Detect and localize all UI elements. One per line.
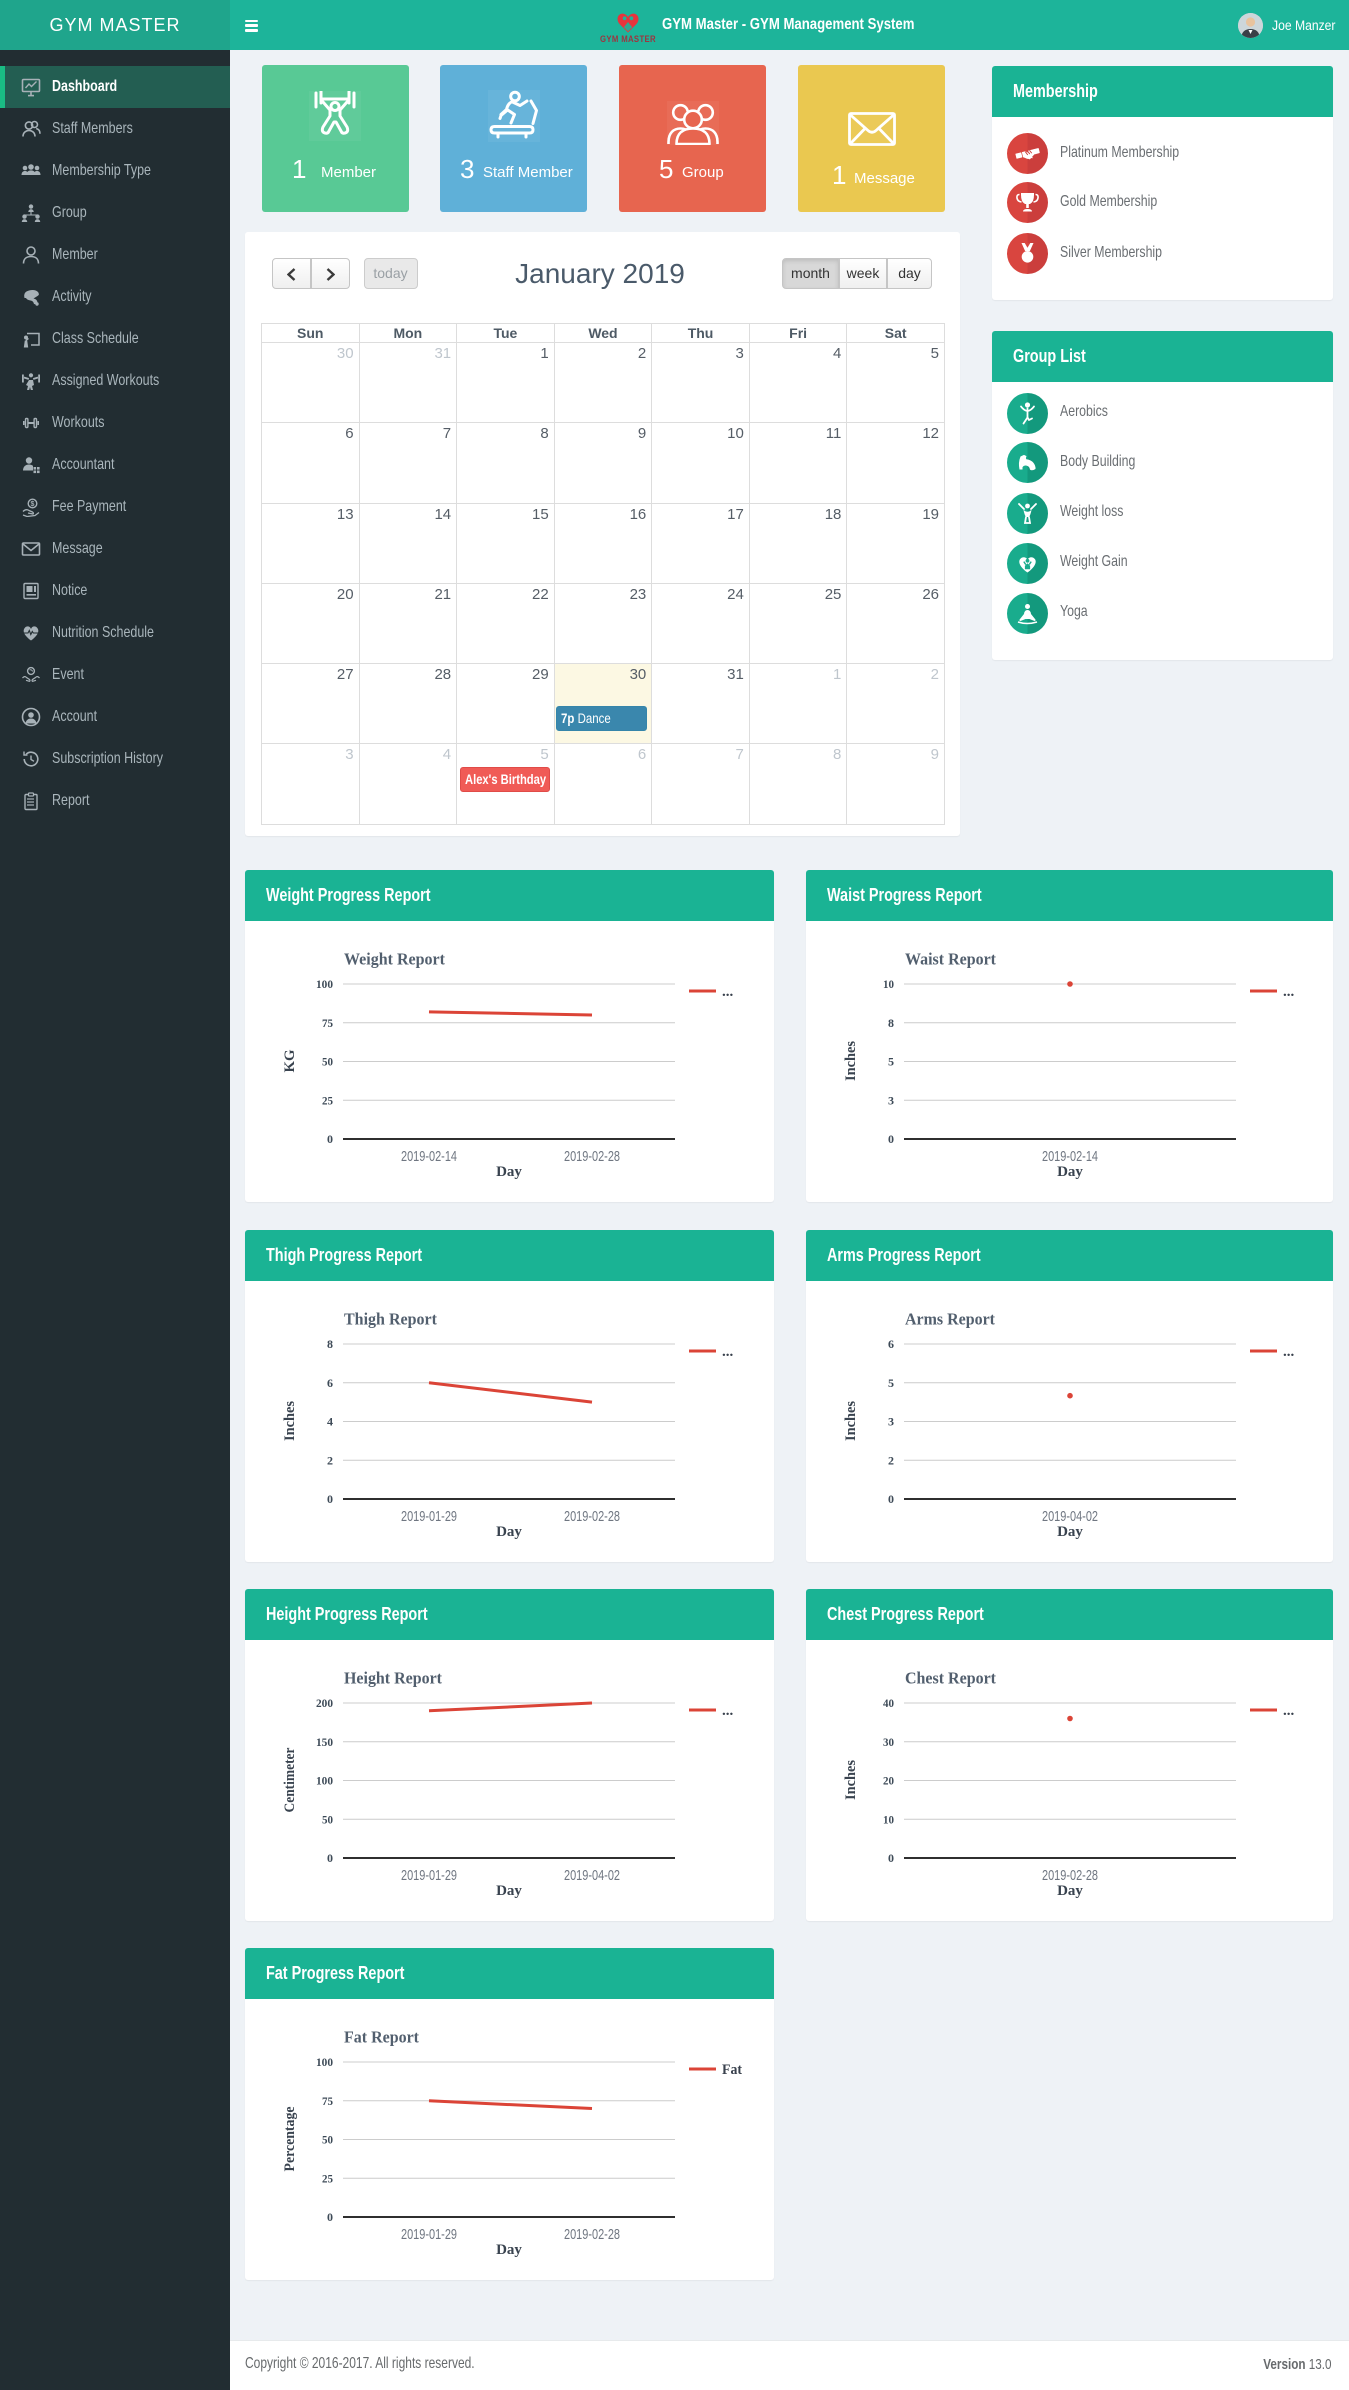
svg-text:100: 100 <box>316 977 333 991</box>
svg-text:100: 100 <box>316 1774 333 1788</box>
svg-text:Day: Day <box>496 1883 522 1899</box>
svg-text:Centimeter: Centimeter <box>282 1747 298 1812</box>
svg-text:100: 100 <box>316 2055 333 2069</box>
svg-text:3: 3 <box>888 1415 894 1429</box>
svg-text:75: 75 <box>322 2094 333 2108</box>
svg-text:0: 0 <box>327 1851 333 1865</box>
svg-text:0: 0 <box>327 1132 333 1146</box>
svg-text:2019-04-02: 2019-04-02 <box>564 1867 620 1884</box>
svg-text:...: ... <box>1283 1344 1295 1360</box>
svg-text:0: 0 <box>888 1132 894 1146</box>
svg-text:Thigh Report: Thigh Report <box>344 1310 437 1329</box>
svg-text:8: 8 <box>888 1016 894 1030</box>
svg-text:Arms Report: Arms Report <box>905 1310 995 1329</box>
svg-text:Inches: Inches <box>843 1041 859 1081</box>
svg-text:2019-02-28: 2019-02-28 <box>564 1148 620 1165</box>
svg-text:...: ... <box>1283 984 1295 1000</box>
svg-text:10: 10 <box>883 977 894 991</box>
svg-text:Day: Day <box>1057 1164 1083 1180</box>
svg-text:8: 8 <box>327 1337 333 1351</box>
svg-text:2019-04-02: 2019-04-02 <box>1042 1508 1098 1525</box>
svg-text:2: 2 <box>327 1453 333 1467</box>
svg-text:Inches: Inches <box>843 1760 859 1800</box>
svg-text:50: 50 <box>322 2133 333 2147</box>
svg-text:2019-02-28: 2019-02-28 <box>564 1508 620 1525</box>
svg-text:Weight Report: Weight Report <box>344 950 445 969</box>
svg-text:Day: Day <box>1057 1883 1083 1899</box>
svg-text:30: 30 <box>883 1735 894 1749</box>
svg-text:10: 10 <box>883 1812 894 1826</box>
svg-text:2019-01-29: 2019-01-29 <box>401 1867 457 1884</box>
svg-text:4: 4 <box>327 1415 333 1429</box>
svg-text:0: 0 <box>327 1492 333 1506</box>
svg-text:40: 40 <box>883 1696 894 1710</box>
svg-text:2019-01-29: 2019-01-29 <box>401 2226 457 2243</box>
svg-text:...: ... <box>1283 1703 1295 1719</box>
svg-text:...: ... <box>722 1703 734 1719</box>
svg-text:0: 0 <box>327 2210 333 2224</box>
svg-text:20: 20 <box>883 1774 894 1788</box>
svg-text:Day: Day <box>496 1164 522 1180</box>
svg-text:3: 3 <box>888 1093 894 1107</box>
svg-text:0: 0 <box>888 1492 894 1506</box>
svg-text:2019-02-28: 2019-02-28 <box>564 2226 620 2243</box>
svg-text:25: 25 <box>322 1093 333 1107</box>
svg-text:Inches: Inches <box>843 1401 859 1441</box>
svg-text:Percentage: Percentage <box>282 2106 298 2171</box>
svg-text:2019-02-14: 2019-02-14 <box>1042 1148 1098 1165</box>
svg-text:KG: KG <box>282 1049 298 1072</box>
svg-text:25: 25 <box>322 2171 333 2185</box>
svg-text:2019-02-14: 2019-02-14 <box>401 1148 457 1165</box>
svg-text:Day: Day <box>1057 1524 1083 1540</box>
svg-text:Fat Report: Fat Report <box>344 2028 419 2047</box>
svg-text:50: 50 <box>322 1055 333 1069</box>
svg-text:200: 200 <box>316 1696 333 1710</box>
svg-text:Waist Report: Waist Report <box>905 950 996 969</box>
svg-text:Chest Report: Chest Report <box>905 1669 996 1688</box>
svg-text:6: 6 <box>888 1337 894 1351</box>
svg-text:2019-02-28: 2019-02-28 <box>1042 1867 1098 1884</box>
svg-text:Height Report: Height Report <box>344 1669 442 1688</box>
svg-text:$: $ <box>31 501 35 508</box>
svg-text:Day: Day <box>496 2242 522 2258</box>
svg-text:Fat: Fat <box>722 2062 742 2078</box>
svg-text:GYM MASTER: GYM MASTER <box>600 34 656 44</box>
svg-text:...: ... <box>722 984 734 1000</box>
svg-text:Inches: Inches <box>282 1401 298 1441</box>
svg-text:150: 150 <box>316 1735 333 1749</box>
svg-text:6: 6 <box>327 1376 333 1390</box>
svg-text:75: 75 <box>322 1016 333 1030</box>
svg-text:Day: Day <box>496 1524 522 1540</box>
svg-text:2019-01-29: 2019-01-29 <box>401 1508 457 1525</box>
svg-text:0: 0 <box>888 1851 894 1865</box>
svg-text:2: 2 <box>888 1453 894 1467</box>
svg-text:5: 5 <box>888 1376 894 1390</box>
svg-text:50: 50 <box>322 1812 333 1826</box>
svg-text:5: 5 <box>888 1055 894 1069</box>
svg-text:...: ... <box>722 1344 734 1360</box>
